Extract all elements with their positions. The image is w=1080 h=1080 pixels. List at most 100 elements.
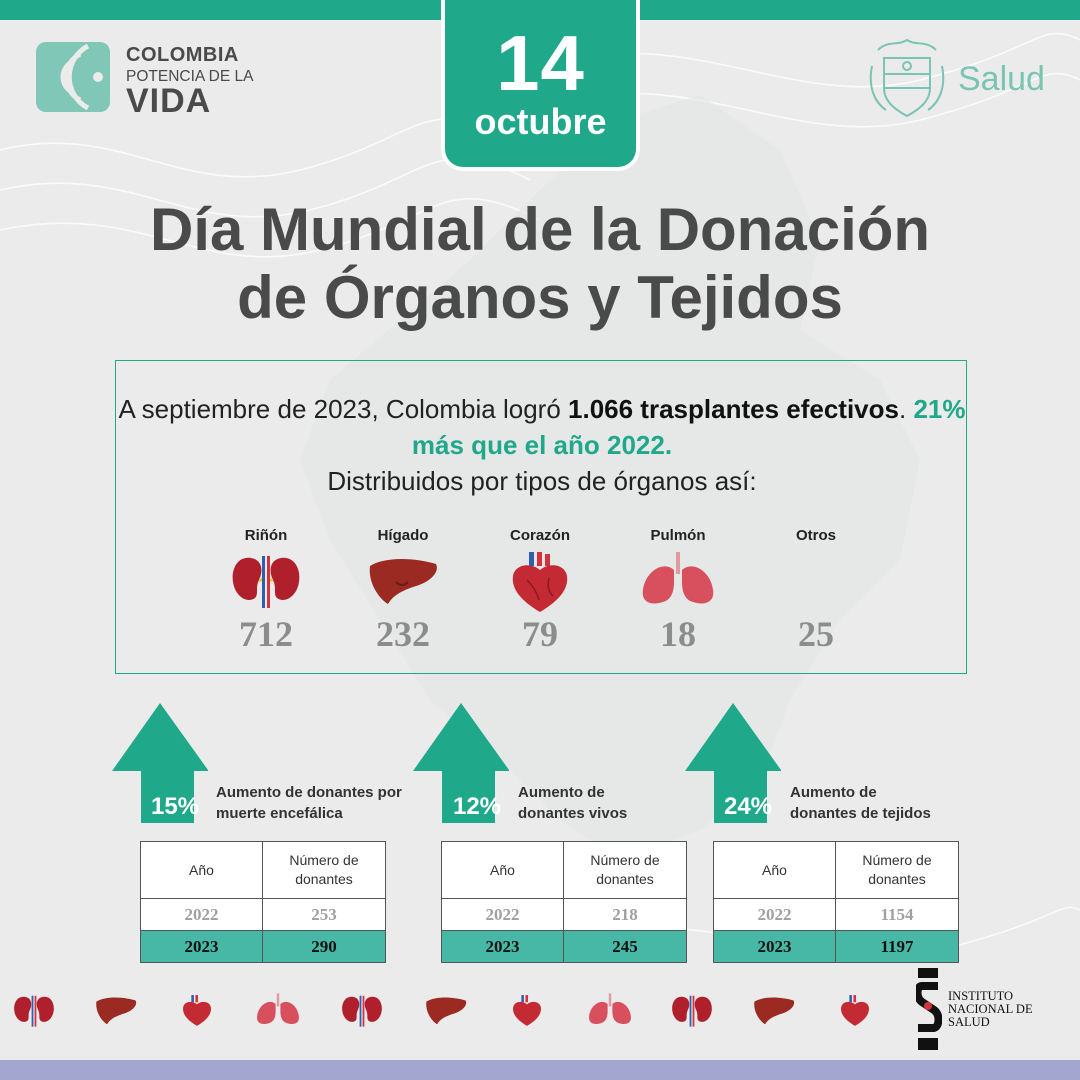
year-cell: 2023 xyxy=(713,930,836,963)
table-row: 2023 290 xyxy=(140,930,386,963)
table-row: 2022 218 xyxy=(441,898,687,931)
count-cell: 290 xyxy=(262,930,386,963)
year-cell: 2023 xyxy=(441,930,564,963)
col-year-header: Año xyxy=(441,841,564,899)
donors-table: Año Número de donantes 2022 218 2023 245 xyxy=(441,841,687,963)
organ-heart: Corazón 79 xyxy=(480,527,600,654)
year-cell: 2022 xyxy=(140,898,263,931)
heart-icon xyxy=(841,995,869,1026)
lungs-icon xyxy=(257,993,299,1024)
stat-description-line1: Aumento de donantes por xyxy=(216,784,402,801)
count-cell: 245 xyxy=(563,930,687,963)
table-header-row: Año Número de donantes xyxy=(441,841,687,899)
stat-description: Aumento de donantes de tejidos xyxy=(790,782,931,824)
kidney-icon xyxy=(14,995,54,1027)
organ-count: 25 xyxy=(798,614,834,654)
col-count-header: Número de donantes xyxy=(262,841,386,899)
arrow-up-icon xyxy=(112,703,208,823)
salud-text: Salud xyxy=(958,60,1045,98)
intro-part3: Distribuidos por tipos de órganos así: xyxy=(327,466,757,496)
organ-liver: Hígado 232 xyxy=(343,527,463,654)
count-cell: 1197 xyxy=(835,930,959,963)
stat-percentage: 12% xyxy=(452,793,502,820)
intro-highlight-growth: 21% más que el año 2022. xyxy=(411,394,966,460)
lungs-icon xyxy=(589,993,631,1024)
table-row: 2022 253 xyxy=(140,898,386,931)
stat-percentage: 24% xyxy=(723,793,773,820)
ins-mark-icon xyxy=(916,968,942,1050)
col-year-header: Año xyxy=(713,841,836,899)
liver-icon xyxy=(369,559,437,604)
table-row: 2023 245 xyxy=(441,930,687,963)
date-badge: 14 octubre xyxy=(441,0,640,171)
organ-count: 18 xyxy=(660,614,696,654)
stat-description-line1: Aumento de xyxy=(518,784,605,801)
footer-organ-strip xyxy=(0,990,900,1040)
table-header-row: Año Número de donantes xyxy=(140,841,386,899)
intro-highlight-total: 1.066 trasplantes efectivos xyxy=(568,394,899,424)
organ-kidney: Riñón 712 xyxy=(206,527,326,654)
organ-label: Otros xyxy=(795,527,836,544)
date-month: octubre xyxy=(474,101,607,142)
intro-part1: A septiembre de 2023, Colombia logró xyxy=(118,394,569,424)
title-line1: Día Mundial de la Donación xyxy=(149,196,931,263)
colombia-signal-icon xyxy=(36,42,110,112)
colombia-potencia-logo: COLOMBIA POTENCIA DE LA VIDA xyxy=(36,42,253,120)
organ-count: 232 xyxy=(376,614,430,654)
table-header-row: Año Número de donantes xyxy=(713,841,959,899)
title-line2: de Órganos y Tejidos xyxy=(237,264,843,331)
intro-part2: . xyxy=(898,394,914,424)
stat-description: Aumento de donantes vivos xyxy=(518,782,627,824)
col-count-header: Número de donantes xyxy=(563,841,687,899)
heart-icon xyxy=(183,995,211,1026)
liver-icon xyxy=(96,997,137,1025)
count-cell: 1154 xyxy=(835,898,959,931)
logo-line2: POTENCIA DE LA xyxy=(126,68,254,85)
organ-label: Pulmón xyxy=(650,527,706,544)
transplant-summary-box: A septiembre de 2023, Colombia logró 1.0… xyxy=(115,360,967,674)
ins-line1: INSTITUTO xyxy=(948,989,1014,1003)
stat-description-line1: Aumento de xyxy=(790,784,877,801)
stat-description: Aumento de donantes por muerte encefálic… xyxy=(216,782,402,824)
stat-description-line2: donantes de tejidos xyxy=(790,805,931,822)
year-cell: 2022 xyxy=(441,898,564,931)
stat-tissue-donors: 24% Aumento de donantes de tejidos Año N… xyxy=(685,703,985,963)
kidney-icon xyxy=(232,556,300,608)
col-count-header: Número de donantes xyxy=(835,841,959,899)
liver-icon xyxy=(426,997,467,1025)
coat-of-arms-icon xyxy=(869,38,945,118)
stat-living-donors: 12% Aumento de donantes vivos Año Número… xyxy=(413,703,713,963)
kidney-icon xyxy=(342,995,382,1027)
organ-label: Hígado xyxy=(377,527,429,544)
ins-line2: NACIONAL DE xyxy=(948,1002,1033,1016)
logo-line3: VIDA xyxy=(126,82,212,120)
lungs-icon xyxy=(642,552,714,604)
table-row: 2022 1154 xyxy=(713,898,959,931)
stat-brain-death-donors: 15% Aumento de donantes por muerte encef… xyxy=(112,703,412,963)
salud-logo: Salud xyxy=(868,36,1048,126)
table-row: 2023 1197 xyxy=(713,930,959,963)
organ-count: 712 xyxy=(239,614,293,654)
donors-table: Año Número de donantes 2022 1154 2023 119… xyxy=(713,841,959,963)
intro-text: A septiembre de 2023, Colombia logró 1.0… xyxy=(116,391,968,499)
count-cell: 253 xyxy=(262,898,386,931)
heart-icon xyxy=(512,552,568,612)
year-cell: 2023 xyxy=(140,930,263,963)
stat-description-line2: donantes vivos xyxy=(518,805,628,822)
heart-icon xyxy=(513,995,541,1026)
col-year-header: Año xyxy=(140,841,263,899)
kidney-icon xyxy=(672,995,712,1027)
arrow-up-icon xyxy=(685,703,781,823)
liver-icon xyxy=(754,997,795,1025)
count-cell: 218 xyxy=(563,898,687,931)
bottom-bar xyxy=(0,1060,1080,1080)
date-day: 14 xyxy=(496,19,585,107)
stat-percentage: 15% xyxy=(150,793,200,820)
ins-text: INSTITUTO NACIONAL DE SALUD xyxy=(948,990,1033,1029)
organ-label: Corazón xyxy=(510,527,570,544)
organ-count: 79 xyxy=(522,614,558,654)
arrow-up-icon xyxy=(413,703,509,823)
ins-logo: INSTITUTO NACIONAL DE SALUD xyxy=(916,968,1066,1050)
logo-line1: COLOMBIA xyxy=(126,44,239,66)
ins-line3: SALUD xyxy=(948,1015,990,1029)
